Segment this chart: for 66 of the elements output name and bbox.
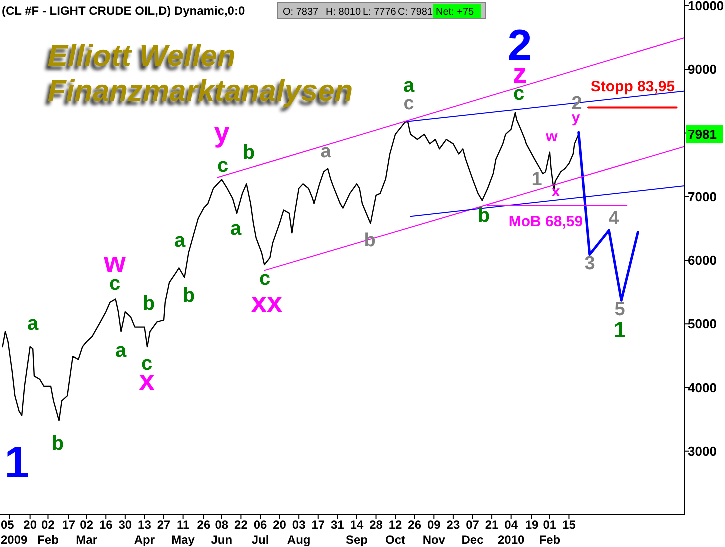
- annotation: y: [214, 116, 230, 148]
- annotation: a: [174, 230, 186, 252]
- y-tick-label: 5000: [688, 316, 717, 332]
- x-tick-label: 17: [62, 518, 76, 532]
- annotation: b: [182, 285, 196, 307]
- x-tick-label: 03 Aug: [287, 518, 311, 547]
- annotation: b: [142, 293, 156, 315]
- annotation: c: [513, 83, 525, 105]
- x-tick-label: 22: [234, 518, 248, 532]
- annotation: b: [52, 433, 64, 455]
- annotation: O: 7837: [283, 7, 320, 18]
- annotation: 1: [532, 170, 543, 191]
- annotation: a: [230, 218, 242, 240]
- x-tick-label: 06 Jul: [252, 518, 270, 547]
- annotation: MoB 68,59: [508, 213, 584, 230]
- annotation: 3: [584, 254, 596, 275]
- y-tick-label: 10000: [688, 0, 724, 14]
- x-tick-label: 09 Nov: [422, 518, 446, 547]
- x-tick-label: 26: [408, 518, 422, 532]
- annotation: b: [478, 205, 490, 227]
- annotation: C: 7981: [398, 7, 434, 18]
- x-tick-label: 01 Feb: [539, 518, 561, 547]
- annotation: x: [552, 183, 561, 200]
- x-tick-label: 31: [330, 518, 345, 532]
- y-tick-label: 7000: [688, 189, 717, 204]
- annotation: a: [115, 340, 128, 362]
- x-tick-label: 08 Jun: [211, 518, 233, 547]
- y-tick-label: 4000: [688, 380, 717, 396]
- text: 7981: [688, 127, 717, 142]
- annotation: L: 7776: [363, 7, 397, 18]
- annotation: Net: +75: [436, 7, 475, 18]
- annotation: H: 8010: [326, 7, 362, 18]
- x-tick-label: 28: [370, 518, 384, 532]
- x-tick-label: 27: [157, 518, 172, 532]
- y-tick-label: 6000: [688, 253, 717, 268]
- y-tick-label: 3000: [688, 444, 717, 459]
- annotation: b: [242, 142, 256, 164]
- x-tick-label: 20: [24, 518, 38, 532]
- x-tick-label: 19: [525, 518, 540, 532]
- chart-title: (CL #F - LIGHT CRUDE OIL,D) Dynamic,0:0: [2, 4, 246, 18]
- x-tick-label: 14 Sep: [346, 518, 368, 547]
- annotation: 1: [4, 438, 30, 488]
- annotation: c: [217, 155, 229, 177]
- x-tick-label: 30: [118, 518, 132, 532]
- x-tick-label: 07 Dec: [462, 518, 484, 547]
- annotation: a: [27, 313, 40, 335]
- x-tick-label: 12 Oct: [386, 518, 406, 547]
- annotation: Stopp 83,95: [590, 78, 676, 96]
- annotation: a: [320, 142, 332, 163]
- x-tick-label: 20: [273, 518, 287, 532]
- x-tick-label: 21: [485, 518, 500, 532]
- x-tick-label: 17: [312, 518, 326, 532]
- x-tick-label: 02 Mar: [76, 518, 98, 547]
- x-tick-label: 04 2010: [498, 518, 526, 547]
- annotation: w: [545, 128, 558, 146]
- annotation: 4: [608, 208, 620, 230]
- x-tick-label: 02 Feb: [38, 518, 59, 547]
- y-tick-label: 9000: [688, 62, 717, 78]
- x-tick-label: 26: [197, 518, 211, 532]
- x-tick-label: 16: [99, 518, 114, 532]
- annotation: c: [141, 353, 153, 375]
- x-tick-label: 15: [562, 518, 576, 532]
- x-tick-label: 23: [446, 518, 460, 532]
- x-tick-label: 11 May: [172, 518, 196, 547]
- text: Elliott Wellen Finanzmarktanalysen: [48, 40, 354, 108]
- x-tick-label: 13 Apr: [134, 518, 156, 547]
